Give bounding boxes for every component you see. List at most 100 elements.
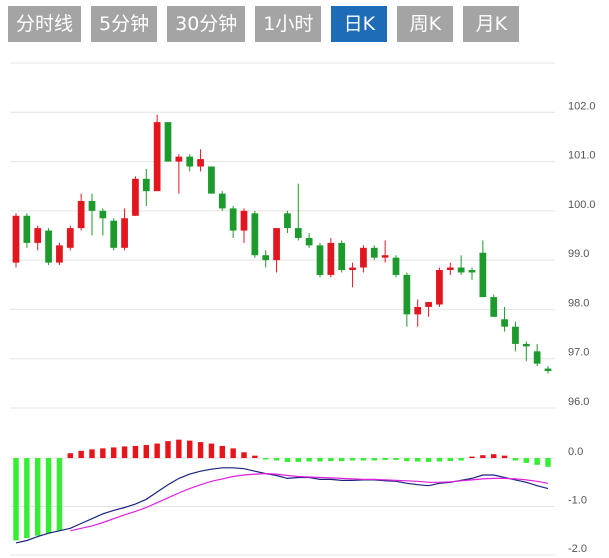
y-tick-label: 101.0 xyxy=(568,150,596,162)
candle-body xyxy=(121,218,128,248)
candle-body xyxy=(34,228,42,243)
candle-body xyxy=(522,343,530,347)
y-tick-label: 100.0 xyxy=(568,199,596,211)
tab[interactable]: 周K xyxy=(397,6,454,42)
candle-body xyxy=(175,156,183,162)
macd-bar xyxy=(197,442,204,459)
candle-body xyxy=(294,228,302,238)
candle-body xyxy=(414,306,422,315)
macd-bar xyxy=(67,453,73,459)
macd-bar xyxy=(349,458,356,461)
macd-bar xyxy=(132,445,139,459)
tab[interactable]: 5分钟 xyxy=(91,6,158,42)
macd-bar xyxy=(491,454,497,459)
tab[interactable]: 30分钟 xyxy=(167,6,246,42)
macd-bar xyxy=(143,444,149,459)
macd-bar xyxy=(219,445,225,459)
candle-body xyxy=(12,215,20,263)
candle-body xyxy=(468,270,476,273)
candle-body xyxy=(164,122,172,162)
candle-body xyxy=(349,267,356,270)
macd-bar xyxy=(241,452,247,459)
candle-body xyxy=(457,267,465,273)
candle-body xyxy=(273,228,280,261)
y-tick-label: 97.0 xyxy=(568,347,589,359)
macd-bar xyxy=(436,458,443,462)
macd-bar xyxy=(317,458,323,462)
candle-body xyxy=(186,156,194,167)
macd-bar xyxy=(89,449,95,459)
candle-body xyxy=(45,230,52,263)
candle-body xyxy=(88,201,96,211)
macd-bar xyxy=(208,443,215,459)
macd-bar xyxy=(273,458,280,461)
candle-body xyxy=(544,368,552,372)
candle-body xyxy=(370,247,378,258)
tab[interactable]: 分时线 xyxy=(8,6,82,42)
candle-body xyxy=(403,274,411,315)
macd-bar xyxy=(382,458,388,461)
macd-bar xyxy=(111,447,117,459)
candle-body xyxy=(99,210,107,219)
macd-bar xyxy=(425,458,432,462)
macd-bar xyxy=(187,440,193,459)
macd-bar xyxy=(404,458,410,461)
candle-body xyxy=(56,245,63,263)
macd-bar xyxy=(360,458,367,461)
macd-bar xyxy=(415,458,421,462)
candle-body xyxy=(381,255,389,258)
macd-bar xyxy=(45,458,52,534)
candle-body xyxy=(512,326,519,344)
candle-body xyxy=(501,319,508,327)
candle-body xyxy=(436,270,443,305)
macd-bar xyxy=(339,458,345,461)
candle-body xyxy=(262,255,270,261)
y-tick-label: -2.0 xyxy=(568,543,587,555)
candle-body xyxy=(153,122,161,192)
tab[interactable]: 月K xyxy=(463,6,520,42)
candle-body xyxy=(446,267,454,270)
macd-bar xyxy=(121,446,128,459)
candle-body xyxy=(338,242,346,270)
candle-body xyxy=(490,297,498,317)
y-tick-label: -1.0 xyxy=(568,495,587,507)
macd-bar xyxy=(35,458,41,536)
macd-bar xyxy=(480,455,486,459)
macd-bar xyxy=(393,458,399,461)
macd-bar xyxy=(284,458,291,462)
macd-bar xyxy=(534,458,540,465)
candle-body xyxy=(251,213,259,256)
tab-bar: 分时线 5分钟 30分钟 1小时 日K 周K 月K xyxy=(8,6,520,42)
candle-body xyxy=(479,252,487,298)
macd-bar xyxy=(165,441,171,459)
candle-body xyxy=(110,220,118,248)
candle-body xyxy=(132,178,139,216)
macd-bar xyxy=(252,455,258,459)
tab[interactable]: 1小时 xyxy=(255,6,322,42)
macd-bar xyxy=(230,448,236,459)
candle-body xyxy=(240,210,248,231)
candle-body xyxy=(316,245,324,275)
candle-body xyxy=(208,166,215,194)
tab[interactable]: 日K xyxy=(331,6,388,42)
macd-bar xyxy=(78,450,84,459)
macd-bar xyxy=(306,458,312,462)
macd-bar xyxy=(295,458,301,462)
candle-body xyxy=(284,213,291,229)
candle-body xyxy=(142,178,150,192)
candle-body xyxy=(392,257,400,275)
candle-body xyxy=(229,208,237,231)
candle-body xyxy=(77,201,85,229)
macd-bar xyxy=(56,458,63,531)
candle-body xyxy=(533,351,541,364)
macd-line xyxy=(15,467,549,544)
candle-body xyxy=(305,237,313,246)
y-tick-label: 102.0 xyxy=(568,100,596,112)
macd-bar xyxy=(13,458,19,541)
macd-bar xyxy=(512,458,519,461)
candle-body xyxy=(425,302,432,307)
macd-bar xyxy=(263,458,269,460)
macd-line xyxy=(70,472,549,532)
